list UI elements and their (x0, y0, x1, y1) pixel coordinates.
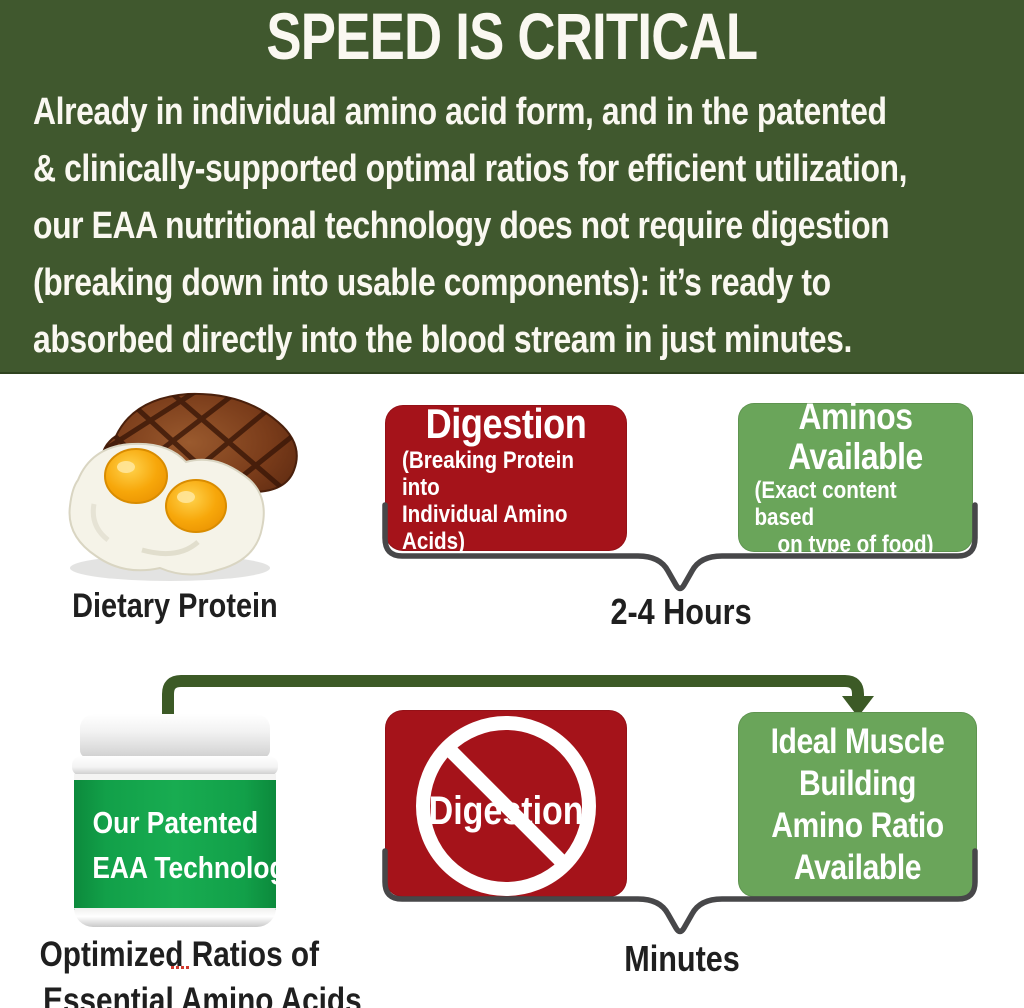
elbow-arrow-icon (162, 675, 874, 717)
jar-shoulder (74, 774, 276, 782)
jar-caption: Optimized Ratios of Essential Amino Acid… (15, 932, 362, 1008)
no-symbol-icon (416, 716, 596, 896)
header-panel: SPEED IS CRITICAL Already in individual … (0, 0, 1024, 374)
paragraph-line: (breaking down into usable components): … (33, 262, 831, 304)
digestion-box: Digestion (Breaking Protein into Individ… (385, 401, 627, 555)
dietary-protein-caption: Dietary Protein (72, 587, 278, 625)
curly-brace-icon (382, 848, 978, 935)
jar-caption-line: Optimized Ratios of (39, 935, 319, 974)
aminos-box-title: Aminos (798, 396, 913, 437)
steak-and-fried-eggs-illustration (68, 392, 298, 581)
supplement-jar-illustration: Our Patented EAA Technology (72, 714, 300, 929)
digestion-box-subtitle: Individual Amino Acids) (401, 501, 568, 555)
jar-label-line: Our Patented (92, 804, 258, 840)
page-title-text: SPEED IS CRITICAL (266, 0, 759, 73)
jar-lid (80, 714, 270, 758)
header-paragraph: Already in individual amino acid form, a… (33, 84, 1013, 369)
arrowhead (842, 696, 874, 717)
curly-brace-icon (382, 502, 978, 592)
jar-lid-rim (72, 756, 278, 776)
aminos-box-subtitle: (Exact content based (754, 477, 897, 531)
jar-label-line: EAA Technology (92, 849, 301, 885)
spellcheck-squiggle (171, 966, 191, 969)
page-title: SPEED IS CRITICAL (0, 2, 1024, 70)
ideal-box-line: Amino Ratio (771, 805, 944, 845)
jar-base (74, 908, 276, 927)
paragraph-line: & clinically-supported optimal ratios fo… (33, 148, 908, 190)
ideal-box-line: Building (799, 763, 916, 803)
fried-eggs-icon (68, 442, 265, 576)
digestion-box-subtitle: (Breaking Protein into (401, 447, 574, 501)
ideal-amino-box: Ideal Muscle Building Amino Ratio Availa… (738, 712, 977, 897)
paragraph-line: absorbed directly into the blood stream … (33, 319, 852, 361)
aminos-box-title: Available (788, 436, 923, 477)
duration-label-hours: 2-4 Hours (610, 591, 752, 632)
ideal-box-line: Available (793, 847, 922, 887)
paragraph-line: our EAA nutritional technology does not … (33, 205, 890, 247)
duration-label-minutes: Minutes (624, 938, 740, 979)
digestion-box-title: Digestion (425, 400, 587, 447)
jar-caption-line: Essential Amino Acids (43, 981, 362, 1008)
paragraph-line: Already in individual amino acid form, a… (33, 91, 887, 133)
no-digestion-box: Digestion (385, 710, 627, 897)
jar-label: Our Patented EAA Technology (74, 780, 300, 910)
ideal-box-line: Ideal Muscle (770, 721, 945, 761)
